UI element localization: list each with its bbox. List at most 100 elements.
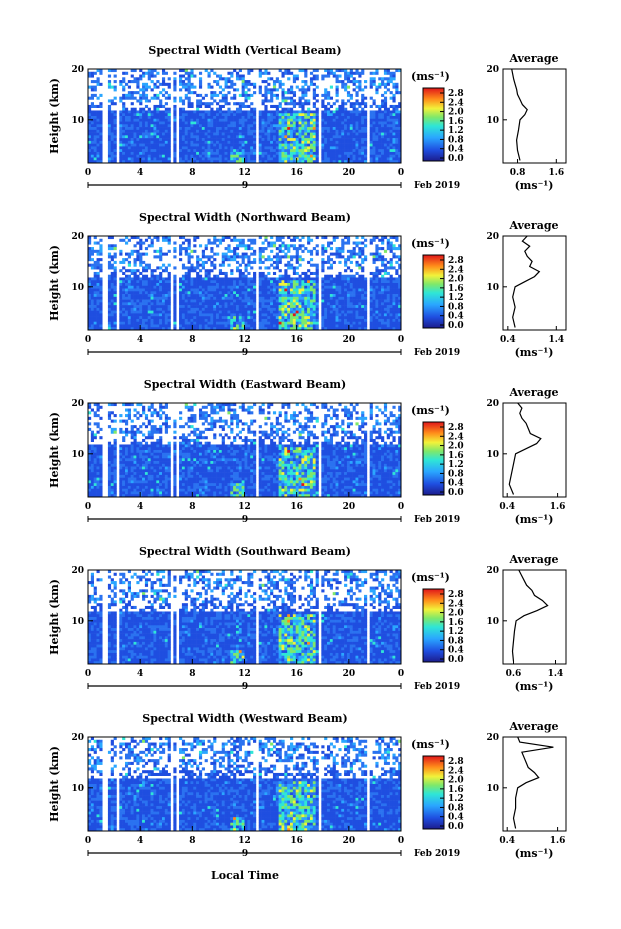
heatmap-cell: [332, 149, 336, 153]
heatmap-cell: [267, 291, 271, 295]
heatmap-cell: [329, 294, 334, 298]
heatmap-cell: [136, 99, 140, 103]
heatmap-cell: [321, 121, 325, 125]
heatmap-cell: [159, 146, 163, 150]
heatmap-cell: [153, 310, 157, 314]
heatmap-cell: [327, 154, 331, 158]
heatmap-cell: [173, 283, 177, 287]
heatmap-cell: [224, 77, 228, 81]
heatmap-cell: [298, 247, 302, 251]
heatmap-cell: [398, 157, 402, 161]
heatmap-cell: [267, 307, 271, 311]
heatmap-cell: [275, 302, 279, 306]
heatmap-cell: [218, 302, 223, 306]
heatmap-cell: [207, 127, 211, 131]
heatmap-cell: [247, 316, 251, 320]
heatmap-cell: [338, 249, 342, 253]
heatmap-cell: [264, 288, 268, 292]
heatmap-cell: [127, 149, 131, 153]
heatmap-cell: [258, 91, 262, 95]
heatmap-cell: [130, 302, 134, 306]
heatmap-cell: [213, 258, 217, 262]
heatmap-cell: [224, 116, 228, 120]
heatmap-cell: [139, 154, 143, 158]
heatmap-cell: [119, 99, 123, 103]
heatmap-cell: [329, 129, 334, 133]
heatmap-cell: [398, 149, 402, 153]
heatmap-cell: [130, 316, 134, 320]
heatmap-cell: [238, 307, 242, 311]
heatmap-cell: [96, 283, 100, 287]
heatmap-cell: [389, 132, 393, 136]
heatmap-cell: [312, 96, 316, 100]
heatmap-cell: [358, 263, 362, 267]
heatmap-cell: [227, 307, 231, 311]
heatmap-cell: [324, 249, 328, 253]
heatmap-cell: [133, 280, 137, 284]
colorbar-tick-label: 0.4: [448, 145, 464, 155]
heatmap-cell: [253, 160, 257, 164]
heatmap-cell: [181, 274, 186, 278]
heatmap-cell: [292, 271, 297, 275]
heatmap-cell: [224, 302, 228, 306]
heatmap-cell: [349, 104, 353, 108]
heatmap-cell: [159, 104, 163, 108]
heatmap-cell: [253, 118, 257, 122]
heatmap-cell: [369, 104, 373, 108]
heatmap-cell: [247, 305, 251, 309]
heatmap-cell: [204, 296, 208, 300]
heatmap-cell: [90, 93, 94, 97]
heatmap-cell: [190, 74, 194, 78]
heatmap-cell: [281, 318, 285, 322]
heatmap-cell: [338, 324, 342, 328]
heatmap-cell: [244, 146, 248, 150]
heatmap-cell: [139, 151, 143, 155]
heatmap-cell: [301, 149, 305, 153]
heatmap-cell: [287, 146, 291, 150]
heatmap-cell: [221, 277, 225, 281]
heatmap-cell: [369, 85, 373, 89]
heatmap-cell: [207, 102, 211, 106]
heatmap-cell: [275, 238, 279, 242]
heatmap-cell: [329, 127, 334, 131]
heatmap-cell: [341, 255, 345, 259]
heatmap-cell: [338, 255, 342, 259]
heatmap-cell: [395, 110, 399, 114]
heatmap-cell: [287, 138, 291, 142]
heatmap-cell: [213, 113, 217, 117]
heatmap-cell: [261, 280, 265, 284]
heatmap-cell: [107, 74, 112, 78]
heatmap-cell: [113, 277, 117, 281]
heatmap-cell: [392, 96, 396, 100]
heatmap-cell: [164, 236, 168, 240]
heatmap-cell: [113, 113, 117, 117]
heatmap-cell: [332, 110, 336, 114]
heatmap-cell: [241, 77, 245, 81]
heatmap-cell: [210, 316, 214, 320]
heatmap-cell: [272, 305, 277, 309]
heatmap-cell: [267, 266, 271, 270]
heatmap-cell: [287, 157, 291, 161]
heatmap-cell: [187, 113, 191, 117]
heatmap-cell: [253, 82, 257, 86]
heatmap-cell: [261, 307, 265, 311]
heatmap-cell: [312, 305, 316, 309]
heatmap-cell: [99, 294, 103, 298]
heatmap-cell: [386, 121, 390, 125]
heatmap-cell: [284, 321, 288, 325]
heatmap-cell: [221, 154, 225, 158]
heatmap-cell: [244, 291, 248, 295]
heatmap-cell: [309, 277, 314, 281]
heatmap-cell: [378, 138, 382, 142]
heatmap-cell: [321, 316, 325, 320]
heatmap-cell: [315, 121, 319, 125]
heatmap-cell: [298, 138, 302, 142]
heatmap-cell: [355, 116, 359, 120]
heatmap-cell: [304, 74, 308, 78]
heatmap-cell: [386, 135, 390, 139]
heatmap-cell: [124, 107, 129, 111]
heatmap-cell: [281, 96, 285, 100]
heatmap-cell: [216, 129, 220, 133]
heatmap-cell: [161, 149, 166, 153]
heatmap-cell: [224, 154, 228, 158]
